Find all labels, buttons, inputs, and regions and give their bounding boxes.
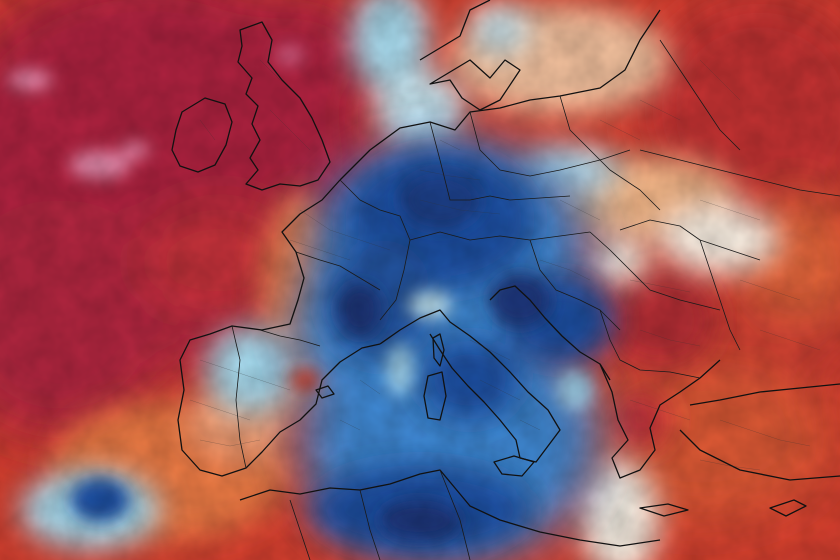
coastlines — [171, 0, 840, 547]
balearic-coastline — [315, 385, 335, 399]
national-borders — [231, 39, 840, 560]
scandinavia-coastline — [419, 0, 521, 111]
corsica-coastline — [432, 333, 445, 367]
sicily-coastline — [493, 455, 535, 477]
france-iberia-coastline — [177, 179, 381, 477]
regional-borders — [189, 59, 821, 471]
ireland-coastline — [171, 97, 233, 173]
north-coast-coastline — [339, 9, 661, 181]
anatolia-coastline — [679, 383, 840, 481]
crete-coastline — [639, 503, 689, 517]
sardinia-coastline — [423, 371, 447, 421]
cyprus-coastline — [769, 499, 807, 517]
great-britain-coastline — [237, 21, 331, 191]
italy-coastline — [379, 285, 611, 463]
balkans-greece-coastline — [599, 359, 721, 479]
